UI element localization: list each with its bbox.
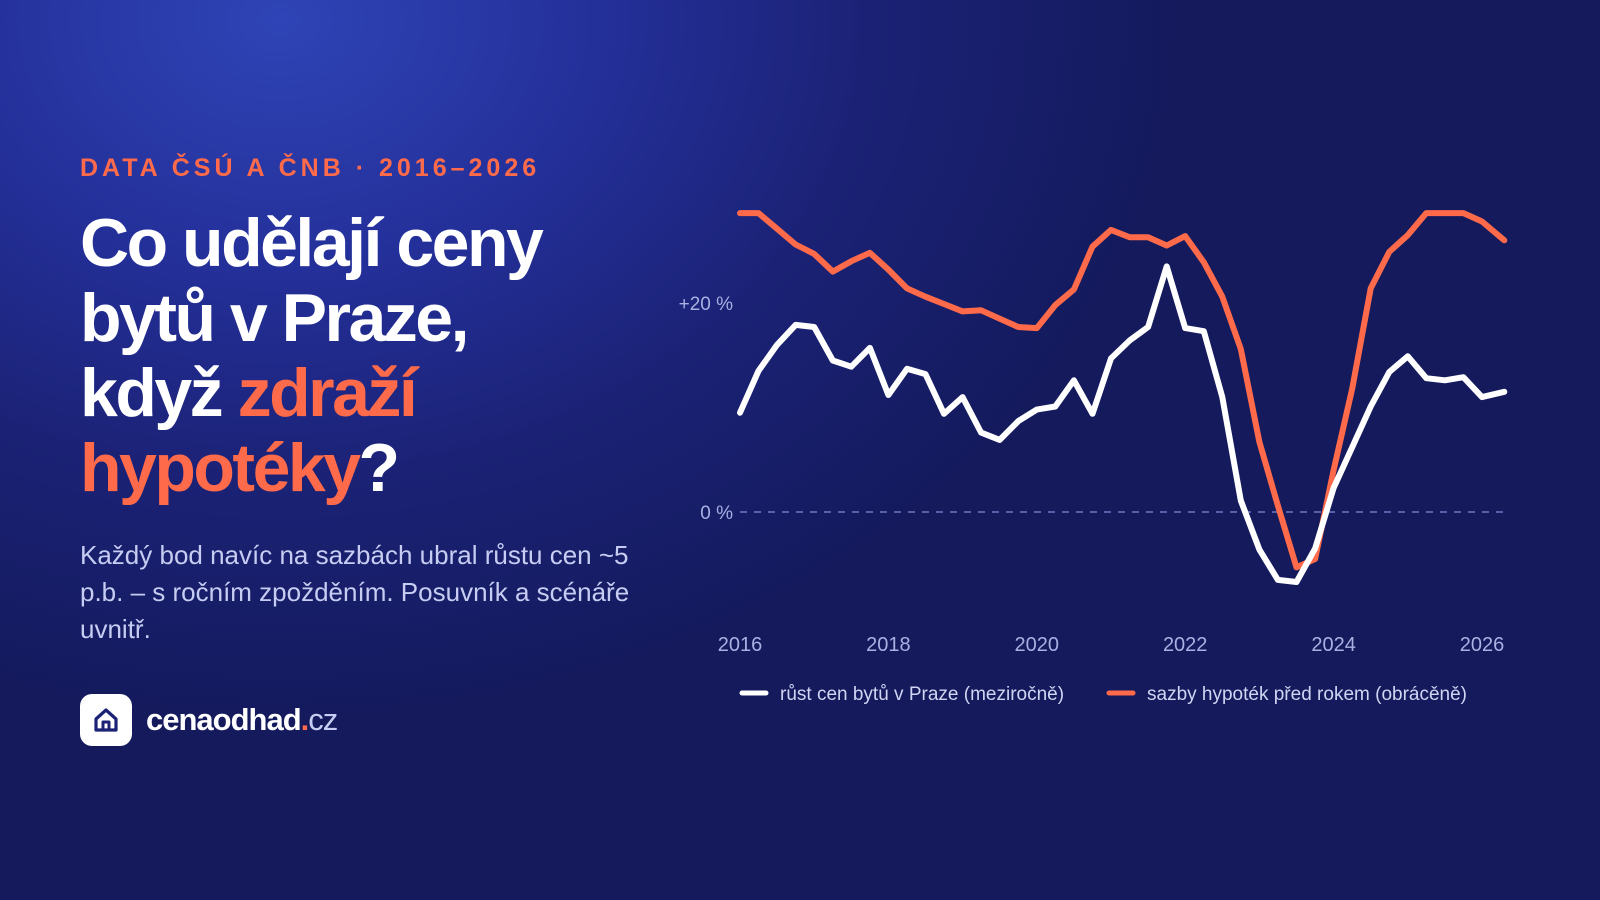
series-line-price-growth	[737, 263, 1508, 585]
brand-dot: .	[300, 702, 310, 737]
x-tick-label: 2018	[866, 634, 911, 656]
headline-accent-zdrazi: zdraží	[237, 355, 418, 431]
subtitle: Každý bod navíc na sazbách ubral růstu c…	[80, 540, 630, 644]
legend-item-mortgage-rates-label: sazby hypoték před rokem (obrácěně)	[1147, 684, 1467, 705]
headline-line-3-plain: když	[80, 355, 238, 431]
brand-name-main: cenaodhad	[146, 702, 302, 737]
headline-line-2: bytů v Praze,	[80, 280, 470, 356]
headline-line-1: Co udělají ceny	[80, 205, 544, 281]
y-tick-label: +20 %	[679, 294, 734, 315]
headline-accent-hypoteky: hypotéky	[80, 430, 361, 506]
series-line-mortgage-rates	[737, 210, 1508, 571]
brand-tld: cz	[308, 702, 338, 737]
brand-badge	[80, 694, 132, 746]
x-tick-label: 2020	[1015, 634, 1060, 656]
brand-logo[interactable]: cenaodhad.cz	[80, 694, 338, 746]
kicker: DATA ČSÚ A ČNB · 2016–2026	[80, 154, 541, 182]
x-tick-label: 2024	[1311, 634, 1356, 656]
x-tick-label: 2022	[1163, 634, 1208, 656]
legend-item-price-growth-label: růst cen bytů v Praze (meziročně)	[780, 684, 1064, 705]
headline-question-mark: ?	[358, 430, 401, 506]
house-icon	[94, 708, 118, 732]
x-tick-label: 2016	[718, 634, 763, 656]
headline: Co udělají ceny bytů v Praze, když zdraž…	[80, 206, 700, 506]
x-tick-label: 2026	[1460, 634, 1505, 656]
y-tick-label: 0 %	[700, 503, 733, 524]
brand-name: cenaodhad.cz	[146, 702, 338, 738]
